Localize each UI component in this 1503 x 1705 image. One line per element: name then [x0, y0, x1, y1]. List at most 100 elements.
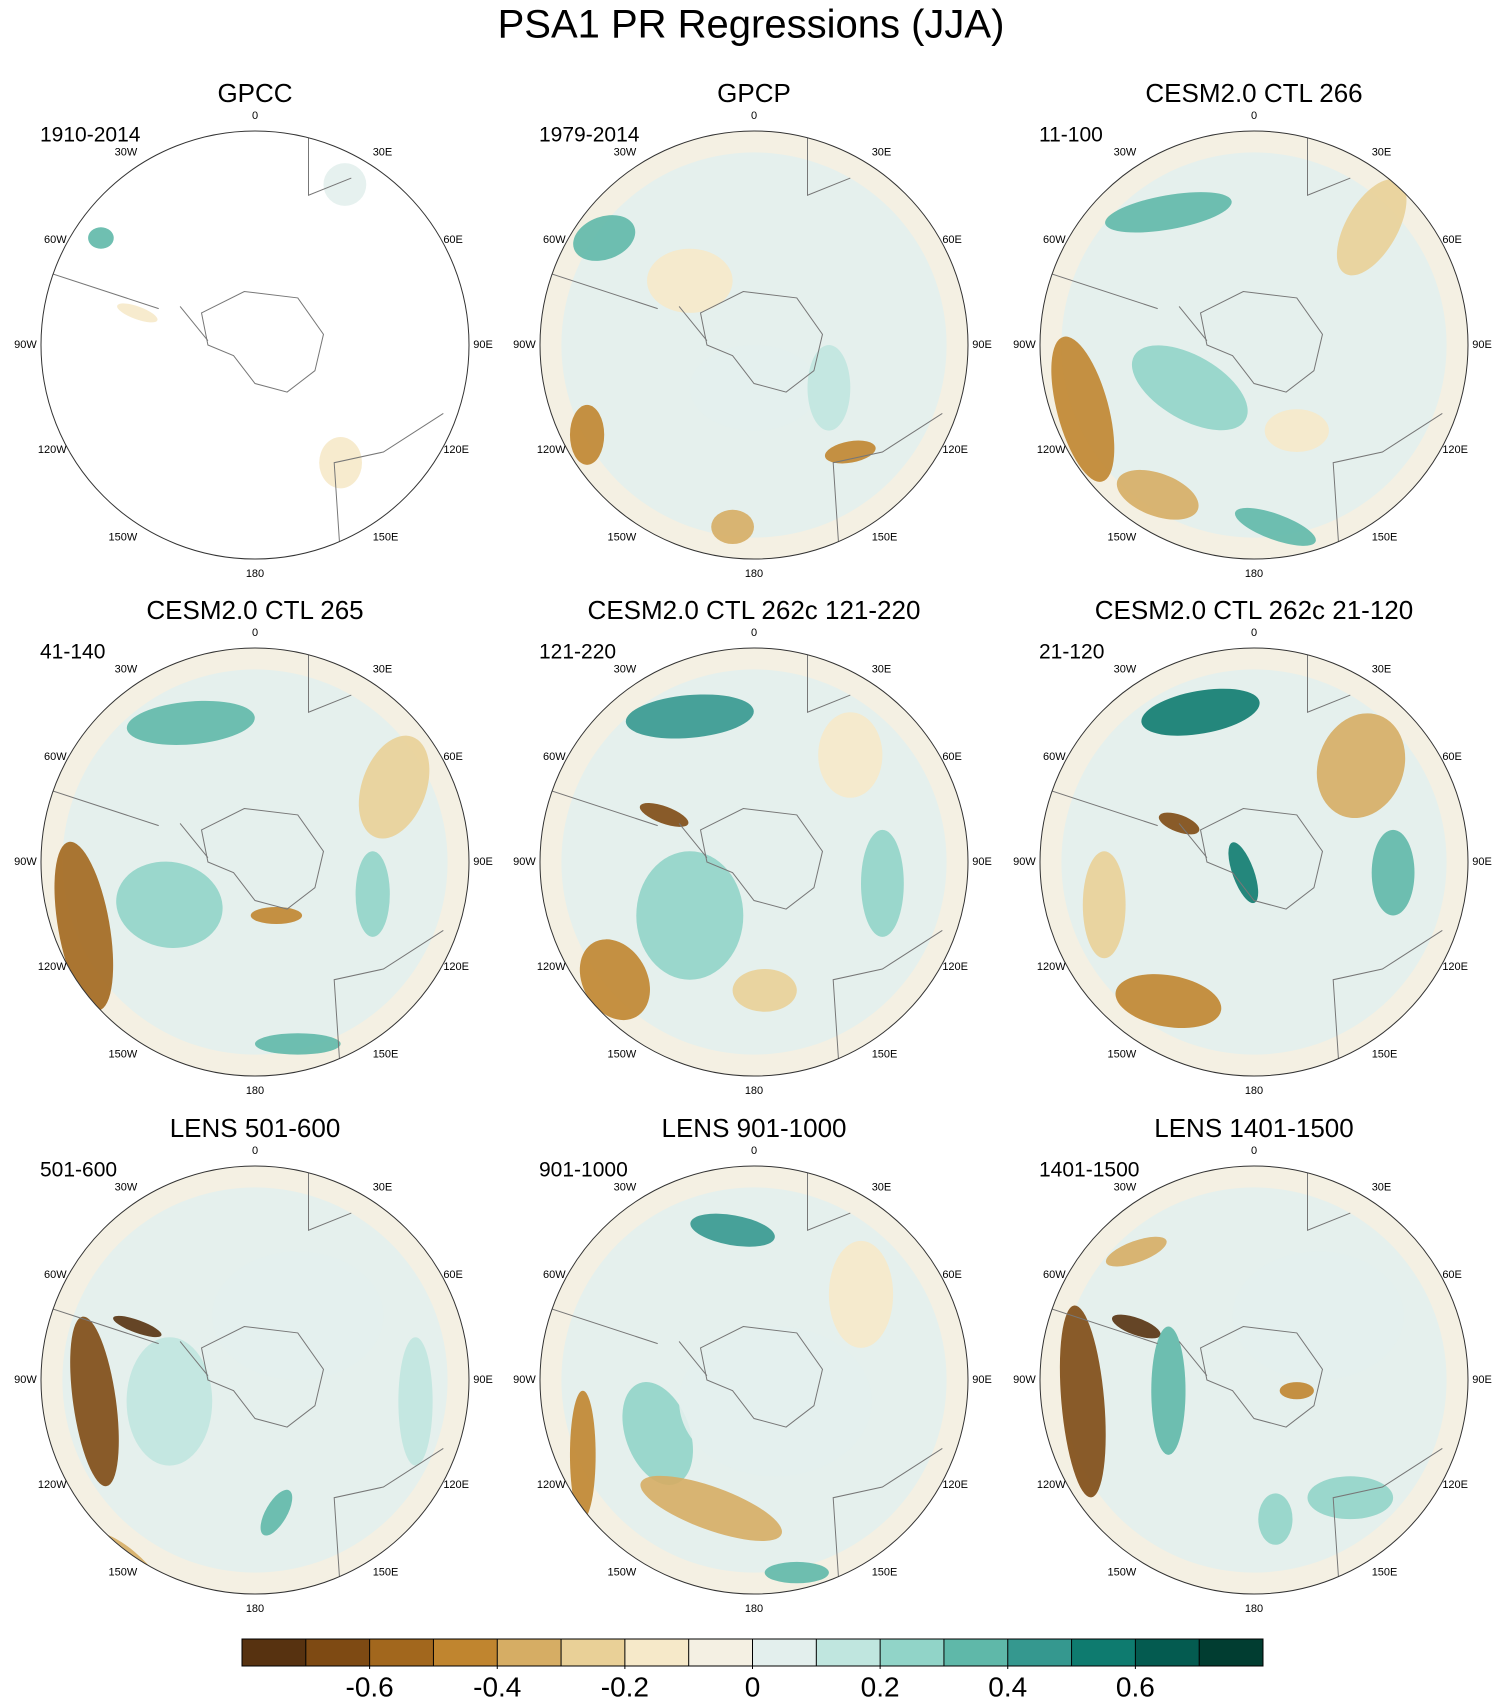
field-blob: [689, 345, 819, 431]
map-field: [1040, 131, 1468, 559]
longitude-label: 60W: [44, 751, 67, 763]
coastline: [699, 1325, 824, 1428]
longitude-label: 0: [252, 627, 258, 639]
longitude-label: 90W: [513, 1374, 536, 1386]
panel-title: CESM2.0 CTL 262c 21-120: [1095, 595, 1413, 625]
map-border: [1039, 1165, 1469, 1595]
colorbar-box: [624, 1639, 689, 1666]
coastline: [1307, 648, 1351, 713]
field-blob: [1228, 842, 1259, 904]
field-blob: [818, 712, 883, 798]
field-blob: [1105, 1236, 1167, 1267]
map-border: [1039, 130, 1469, 560]
period-label: 501-600: [40, 1159, 117, 1182]
longitude-label: 120E: [1442, 1479, 1468, 1491]
longitude-label: 60W: [44, 234, 67, 246]
longitude-label: 30E: [1372, 146, 1392, 158]
coastline: [308, 1166, 352, 1231]
longitude-label: 90W: [14, 856, 37, 868]
longitude-label: 30E: [872, 146, 892, 158]
longitude-label: 90E: [972, 1374, 992, 1386]
longitude-label: 120W: [1037, 961, 1066, 973]
longitude-label: 30E: [1372, 663, 1392, 675]
longitude-label: 180: [1245, 1603, 1263, 1615]
field-blob: [319, 437, 362, 489]
coastline: [308, 648, 352, 713]
coastline: [333, 930, 444, 1076]
map-border: [539, 647, 969, 1077]
longitude-label: 150W: [1108, 1567, 1137, 1579]
coastline: [1332, 413, 1443, 559]
longitude-label: 180: [1245, 568, 1263, 580]
longitude-label: 120W: [38, 444, 67, 456]
coastline: [1199, 290, 1324, 393]
colorbar-box: [880, 1639, 944, 1666]
longitude-label: 90E: [473, 339, 493, 351]
field-blob: [117, 303, 158, 323]
map-border: [40, 647, 470, 1077]
longitude-label: 30W: [614, 663, 637, 675]
field-blob: [62, 1187, 448, 1573]
coastline: [540, 269, 658, 310]
longitude-label: 90E: [1472, 856, 1492, 868]
panel-title: GPCP: [717, 78, 791, 108]
longitude-label: 150W: [608, 532, 637, 544]
colorbar-box: [1007, 1639, 1072, 1666]
colorbar-box: [1199, 1639, 1263, 1666]
longitude-label: 180: [246, 1603, 264, 1615]
longitude-label: 60E: [1442, 234, 1462, 246]
field-blob: [622, 1382, 693, 1485]
longitude-label: 90E: [972, 339, 992, 351]
longitude-label: 120E: [942, 961, 968, 973]
colorbar-box: [1071, 1639, 1136, 1666]
longitude-label: 150W: [1108, 1049, 1137, 1061]
longitude-label: 120W: [1037, 444, 1066, 456]
period-label: 1401-1500: [1039, 1159, 1139, 1182]
longitude-label: 90W: [14, 1374, 37, 1386]
field-blob: [113, 1315, 162, 1338]
longitude-label: 60E: [1442, 1269, 1462, 1281]
field-blob: [355, 851, 390, 937]
field-blob: [764, 1561, 829, 1584]
longitude-label: 60W: [543, 751, 566, 763]
field-blob: [639, 803, 689, 827]
panel-title: CESM2.0 CTL 262c 121-220: [588, 595, 921, 625]
longitude-label: 60E: [443, 1269, 463, 1281]
field-blob: [126, 1337, 213, 1466]
longitude-label: 0: [751, 1145, 757, 1157]
panel-title: CESM2.0 CTL 265: [146, 595, 363, 625]
coastline: [179, 1341, 209, 1377]
coastline: [333, 1448, 444, 1594]
field-blob: [358, 735, 430, 839]
field-blob: [1111, 1314, 1161, 1339]
colorbar-box: [242, 1639, 306, 1666]
longitude-label: 60E: [942, 751, 962, 763]
field-blob: [824, 440, 876, 464]
coastline: [832, 1448, 943, 1594]
colorbar-box: [561, 1639, 625, 1666]
map-border: [1039, 647, 1469, 1077]
longitude-label: 120E: [942, 1479, 968, 1491]
coastline: [1307, 131, 1351, 196]
field-blob: [1336, 179, 1407, 276]
longitude-label: 120W: [537, 1479, 566, 1491]
longitude-label: 180: [745, 1085, 763, 1097]
field-blob: [579, 939, 650, 1021]
longitude-label: 150E: [1372, 1567, 1398, 1579]
longitude-label: 150E: [1372, 532, 1398, 544]
longitude-label: 0: [1251, 1145, 1257, 1157]
longitude-label: 0: [252, 110, 258, 122]
field-blob: [1232, 1251, 1404, 1381]
longitude-label: 150E: [872, 1049, 898, 1061]
map-field: [540, 1166, 968, 1594]
colorbar-box: [816, 1639, 881, 1666]
coastline: [540, 1304, 658, 1345]
field-blob: [212, 1251, 384, 1381]
longitude-label: 120W: [1037, 1479, 1066, 1491]
field-blob: [1264, 409, 1329, 452]
colorbar-tick-label: -0.2: [601, 1671, 649, 1702]
coastline: [678, 823, 708, 859]
map-field: [1040, 1166, 1468, 1594]
longitude-label: 180: [1245, 1085, 1263, 1097]
